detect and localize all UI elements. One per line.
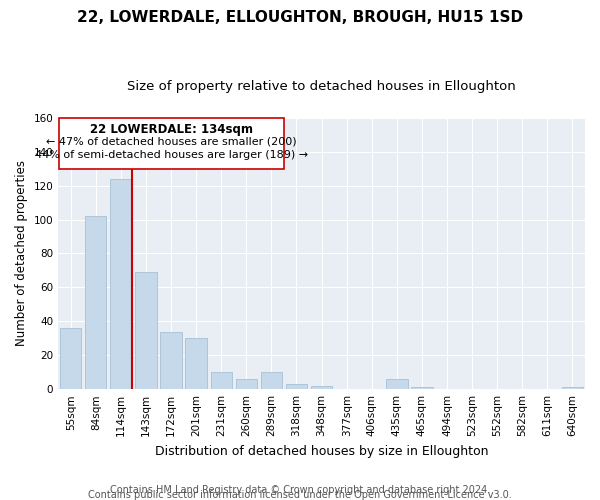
Bar: [211, 372, 232, 389]
X-axis label: Distribution of detached houses by size in Elloughton: Distribution of detached houses by size …: [155, 444, 488, 458]
Text: 22 LOWERDALE: 134sqm: 22 LOWERDALE: 134sqm: [90, 123, 253, 136]
Text: Contains public sector information licensed under the Open Government Licence v3: Contains public sector information licen…: [88, 490, 512, 500]
Bar: [311, 386, 332, 389]
Bar: [562, 388, 583, 389]
Text: Contains HM Land Registry data © Crown copyright and database right 2024.: Contains HM Land Registry data © Crown c…: [110, 485, 490, 495]
Bar: [136, 272, 157, 389]
Title: Size of property relative to detached houses in Elloughton: Size of property relative to detached ho…: [127, 80, 516, 93]
Text: ← 47% of detached houses are smaller (200): ← 47% of detached houses are smaller (20…: [46, 136, 297, 146]
Bar: [160, 332, 182, 389]
Bar: [110, 179, 131, 389]
Bar: [60, 328, 82, 389]
Bar: [85, 216, 106, 389]
Bar: [185, 338, 207, 389]
FancyBboxPatch shape: [59, 118, 284, 168]
Bar: [261, 372, 282, 389]
Bar: [411, 388, 433, 389]
Y-axis label: Number of detached properties: Number of detached properties: [15, 160, 28, 346]
Bar: [236, 379, 257, 389]
Bar: [386, 379, 407, 389]
Text: 44% of semi-detached houses are larger (189) →: 44% of semi-detached houses are larger (…: [35, 150, 308, 160]
Text: 22, LOWERDALE, ELLOUGHTON, BROUGH, HU15 1SD: 22, LOWERDALE, ELLOUGHTON, BROUGH, HU15 …: [77, 10, 523, 25]
Bar: [286, 384, 307, 389]
